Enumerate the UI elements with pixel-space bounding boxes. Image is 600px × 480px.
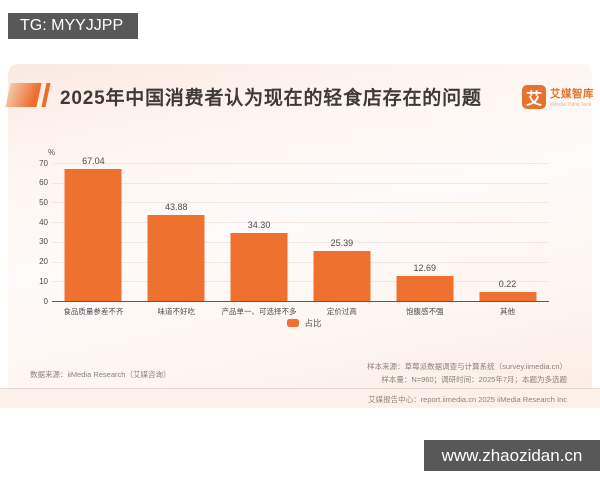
gridline-50 xyxy=(52,202,549,204)
bar-value-label-3: 25.39 xyxy=(330,237,354,248)
bar-value-label-4: 12.69 xyxy=(413,262,436,273)
gridline-40 xyxy=(52,222,549,224)
chart-legend: 占比 xyxy=(56,317,553,329)
y-tick-label-40: 40 xyxy=(39,217,48,227)
x-axis-category-labels: 食品质量参差不齐 味道不好吃 产品单一、可选择不多 定价过高 饱腹感不强 其他 xyxy=(52,306,549,317)
gridline-20 xyxy=(52,261,549,263)
bar-5 xyxy=(479,292,537,301)
bar-slot-4: 12.69 xyxy=(383,163,466,301)
category-label-3: 定价过高 xyxy=(326,307,357,316)
y-tick-label-50: 50 xyxy=(39,197,48,207)
data-source-note: 数据来源：iiMedia Research（艾媒咨询） xyxy=(30,370,171,379)
bar-slot-1: 43.88 xyxy=(135,163,218,301)
category-label-1: 味道不好吃 xyxy=(157,307,195,316)
title-marker-shape xyxy=(5,83,42,107)
iimedia-logo-subtitle: iiMedia Think Tank xyxy=(550,102,592,109)
category-label-4: 饱腹感不强 xyxy=(405,307,444,316)
bar-slot-5: 0.22 xyxy=(466,163,549,301)
report-footer-band: 艾媒报告中心：report.iimedia.cn 2025 iiMedia Re… xyxy=(0,388,600,408)
category-label-0: 食品质量参差不齐 xyxy=(63,307,124,316)
y-axis-unit-label: % xyxy=(48,148,56,157)
bar-4 xyxy=(396,275,454,301)
plot-area: 67.04 43.88 34.30 25.39 12.69 0.22 xyxy=(52,156,549,302)
report-card: 2025年中国消费者认为现在的轻食店存在的问题 艾 艾媒智库 iiMedia T… xyxy=(5,64,594,388)
website-watermark-badge: www.zhaozidan.cn xyxy=(424,440,600,471)
legend-swatch xyxy=(287,319,300,327)
y-tick-label-70: 70 xyxy=(39,158,48,168)
gridline-60 xyxy=(52,182,549,184)
bar-value-label-0: 67.04 xyxy=(82,155,105,166)
bar-slot-2: 34.30 xyxy=(218,163,301,301)
report-center-note: 艾媒报告中心：report.iimedia.cn 2025 iiMedia Re… xyxy=(368,395,567,404)
sample-notes: 样本来源：草莓派数据调查与计算系统（survey.iimedia.cn） 样本量… xyxy=(367,360,567,386)
iimedia-logo-icon: 艾 xyxy=(522,85,546,109)
gridline-10 xyxy=(52,281,549,283)
title-marker-slash xyxy=(41,83,51,107)
bar-slot-3: 25.39 xyxy=(300,163,383,301)
y-tick-label-60: 60 xyxy=(39,178,48,188)
sample-info-note: 样本量：N=960；调研时间：2025年7月；本题为多选题 xyxy=(381,375,567,384)
iimedia-logo: 艾 艾媒智库 iiMedia Think Tank xyxy=(522,85,594,109)
y-tick-label-10: 10 xyxy=(39,276,48,286)
bar-value-label-5: 0.22 xyxy=(498,279,517,289)
bar-value-label-2: 34.30 xyxy=(247,220,271,231)
gridline-70 xyxy=(52,163,549,164)
telegram-watermark-badge: TG: MYYJJPP xyxy=(8,13,138,39)
bar-1 xyxy=(147,214,205,301)
category-label-2: 产品单一、可选择不多 xyxy=(221,307,297,316)
y-tick-label-30: 30 xyxy=(39,237,48,247)
y-tick-label-20: 20 xyxy=(39,257,48,267)
sample-source-note: 样本来源：草莓派数据调查与计算系统（survey.iimedia.cn） xyxy=(367,362,567,371)
bar-3 xyxy=(313,250,371,301)
iimedia-logo-name: 艾媒智库 xyxy=(550,87,594,100)
bar-value-label-1: 43.88 xyxy=(164,201,188,212)
page-title: 2025年中国消费者认为现在的轻食店存在的问题 xyxy=(60,88,482,109)
y-tick-label-0: 0 xyxy=(43,296,48,306)
category-label-5: 其他 xyxy=(500,307,516,316)
bar-slot-0: 67.04 xyxy=(52,156,135,301)
bar-2 xyxy=(230,233,288,301)
gridline-30 xyxy=(52,241,549,243)
bar-0 xyxy=(64,168,122,301)
legend-label: 占比 xyxy=(304,318,322,328)
